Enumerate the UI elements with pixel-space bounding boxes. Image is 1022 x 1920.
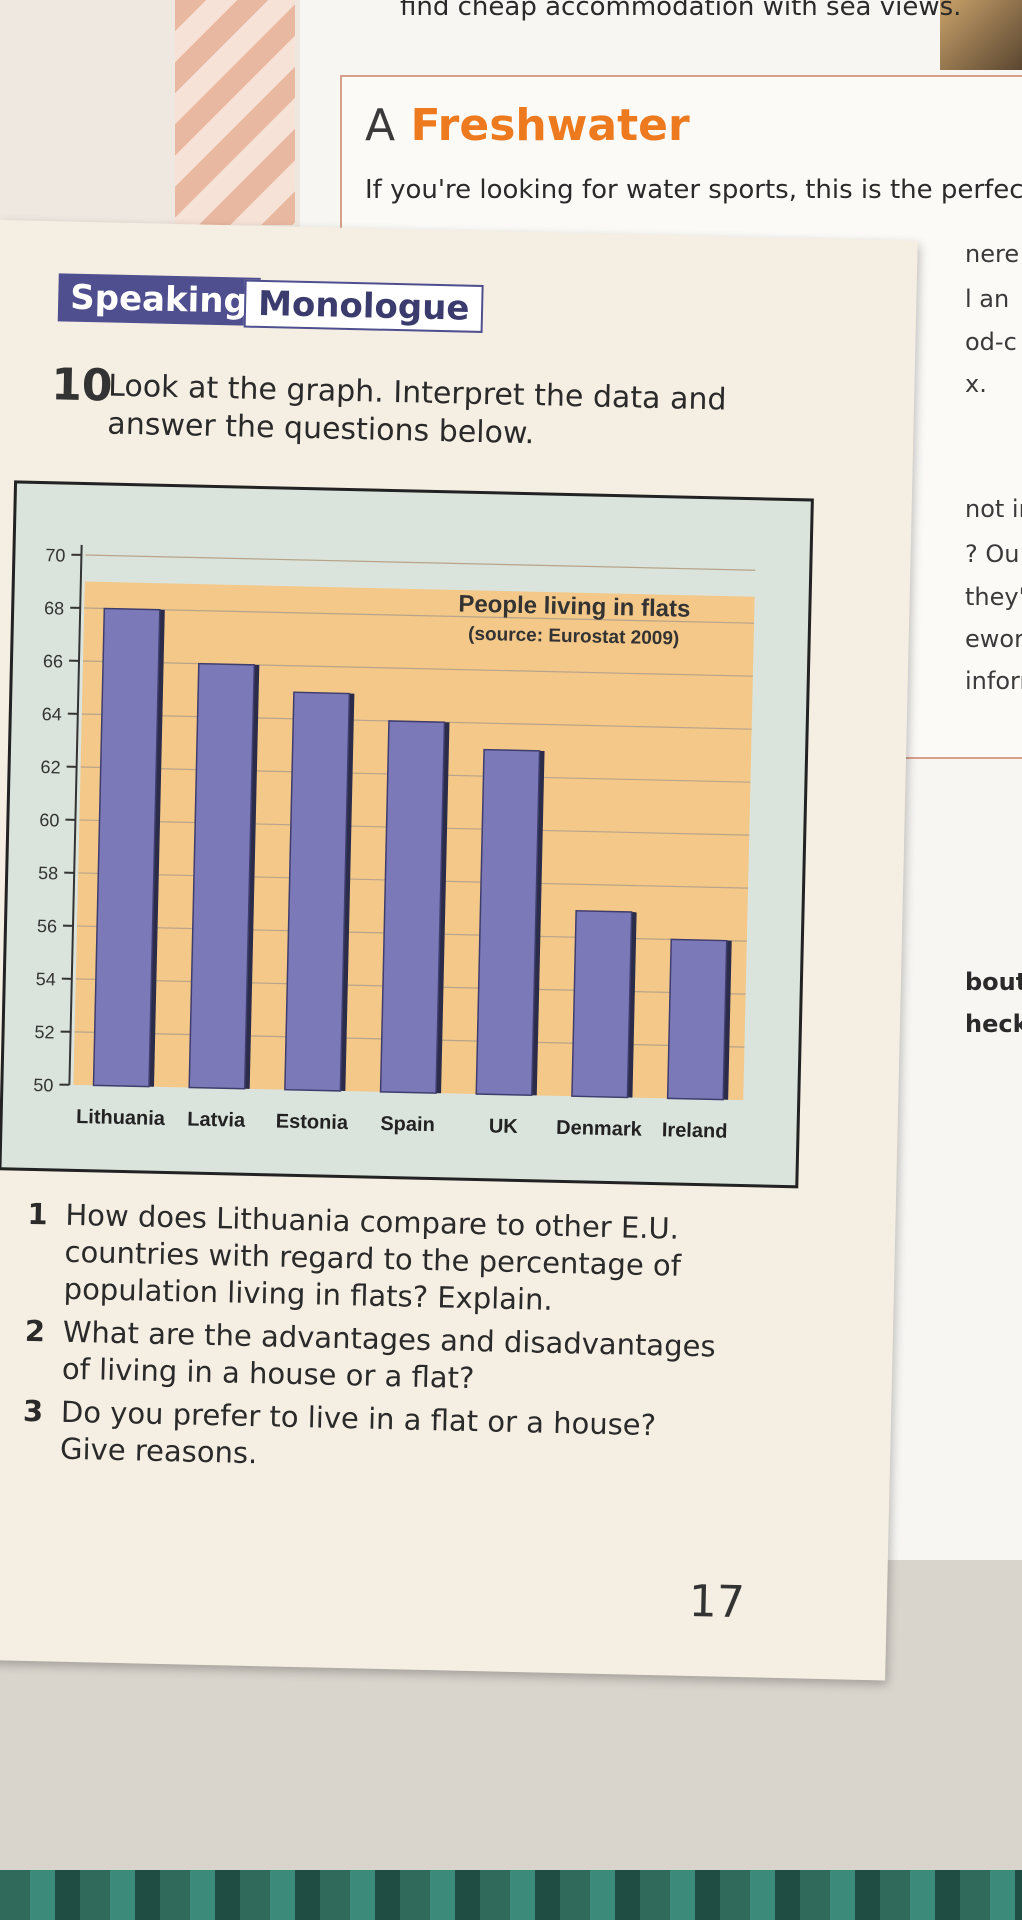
x-tick-label: Lithuania — [76, 1106, 166, 1130]
gridline — [85, 554, 756, 571]
background-heading-text: Freshwater — [410, 100, 690, 151]
x-tick-label: Ireland — [662, 1119, 728, 1142]
background-heading-prefix: A — [365, 100, 396, 151]
question-number: 2 — [24, 1313, 46, 1349]
background-text-line: If you're looking for water sports, this… — [365, 175, 1022, 205]
background-photo — [940, 0, 1022, 70]
background-fragment: ? Ou — [965, 540, 1020, 568]
y-tick-label: 58 — [38, 863, 58, 883]
bars — [92, 607, 732, 1101]
background-fragment: l an — [965, 285, 1010, 313]
background-fragment: heck t — [965, 1010, 1022, 1038]
background-fragment: they' — [965, 583, 1022, 611]
background-fragment: inform — [965, 667, 1022, 695]
bar — [475, 748, 541, 1097]
task-instruction: Look at the graph. Interpret the data an… — [107, 368, 727, 452]
y-tick-label: 54 — [36, 969, 56, 989]
y-tick-label: 70 — [45, 545, 65, 565]
y-tick-label: 60 — [39, 810, 59, 830]
question-text: Do you prefer to live in a flat or a hou… — [59, 1394, 657, 1471]
x-tick-label: Spain — [380, 1113, 435, 1136]
question-text: What are the advantages and disadvantage… — [61, 1314, 716, 1396]
monologue-tag: Monologue — [243, 279, 485, 333]
bar — [379, 720, 446, 1094]
question-item: 1 How does Lithuania compare to other E.… — [25, 1196, 727, 1323]
task-number: 10 — [50, 359, 114, 412]
question-item: 3 Do you prefer to live in a flat or a h… — [22, 1393, 723, 1483]
background-fragment: ework — [965, 625, 1022, 653]
bar — [188, 662, 256, 1090]
y-tick-label: 68 — [44, 598, 64, 618]
background-fragment: not in — [965, 495, 1022, 523]
textbook-page: Speaking Monologue 10 Look at the graph.… — [0, 220, 918, 1681]
y-tick-label: 56 — [37, 916, 57, 936]
question-item: 2 What are the advantages and disadvanta… — [24, 1313, 725, 1403]
y-tick-label: 50 — [33, 1075, 53, 1095]
x-tick-label: Latvia — [187, 1108, 246, 1131]
x-tick-label: Denmark — [556, 1117, 643, 1141]
background-fragment: bout C — [965, 968, 1022, 996]
background-stripes — [175, 0, 295, 225]
background-top-line: find cheap accommodation with sea views. — [400, 0, 962, 22]
question-number: 1 — [27, 1196, 49, 1232]
bar-chart: 50 52 54 56 58 60 62 64 66 68 70 Lithuania Latvia Es… — [33, 544, 756, 1143]
chart-subtitle: (source: Eurostat 2009) — [468, 624, 680, 650]
chart-title: People living in flats — [458, 591, 691, 623]
speaking-tag: Speaking — [57, 273, 261, 326]
bar — [92, 607, 161, 1088]
x-tick-label: Estonia — [276, 1110, 350, 1134]
y-axis: 50 52 54 56 58 60 62 64 66 68 70 — [33, 544, 83, 1095]
bar — [571, 909, 633, 1099]
y-tick-label: 62 — [40, 757, 60, 777]
bar — [284, 691, 351, 1092]
carpet — [0, 1870, 1022, 1920]
y-tick-label: 64 — [42, 704, 62, 724]
background-heading: A Freshwater — [365, 100, 690, 151]
x-tick-label: UK — [489, 1115, 519, 1138]
question-number: 3 — [22, 1393, 44, 1429]
background-fragment: x. — [965, 370, 987, 398]
background-fragment: od-c — [965, 328, 1017, 356]
y-tick-label: 52 — [34, 1022, 54, 1042]
x-axis-labels: Lithuania Latvia Estonia Spain UK Denmark Irel… — [76, 1106, 728, 1143]
question-list: 1 How does Lithuania compare to other E.… — [22, 1196, 728, 1489]
chart-frame: 50 52 54 56 58 60 62 64 66 68 70 Lithuania Latvia Es… — [0, 480, 814, 1189]
y-axis-line — [68, 544, 83, 1085]
page-number: 17 — [688, 1575, 746, 1629]
question-text: How does Lithuania compare to other E.U.… — [63, 1197, 682, 1317]
gridline — [83, 660, 753, 677]
background-fragment: nere — [965, 240, 1020, 268]
gridline — [84, 607, 755, 624]
y-tick-label: 66 — [43, 651, 63, 671]
bar — [666, 938, 728, 1101]
